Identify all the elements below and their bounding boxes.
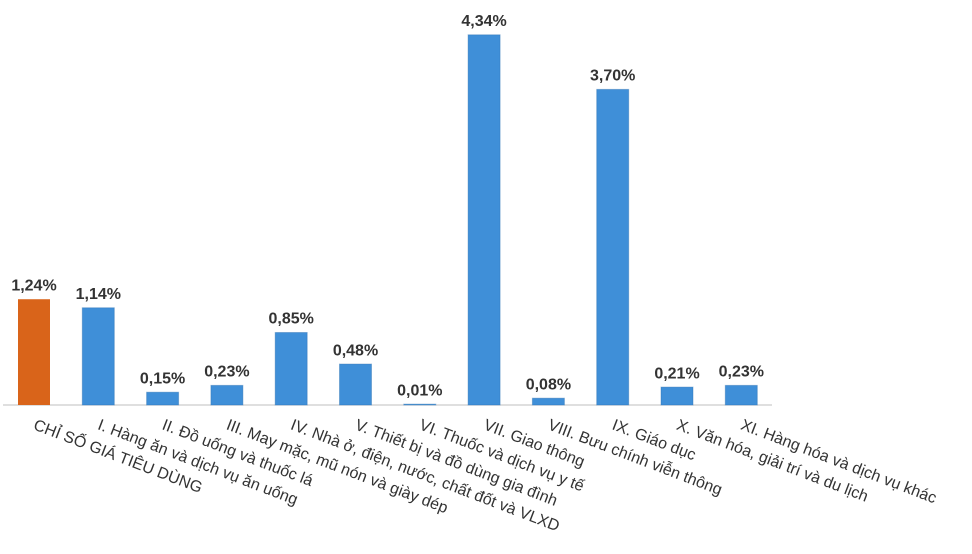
bar bbox=[596, 88, 630, 406]
value-label: 1,14% bbox=[76, 286, 121, 303]
value-label: 0,08% bbox=[526, 376, 571, 393]
bar bbox=[81, 307, 115, 406]
bar bbox=[531, 397, 565, 406]
value-label: 1,24% bbox=[11, 277, 56, 294]
bar bbox=[339, 363, 372, 406]
bar bbox=[724, 384, 758, 406]
value-label: 0,85% bbox=[269, 311, 314, 328]
bar bbox=[210, 384, 244, 406]
value-label: 0,48% bbox=[333, 342, 378, 359]
value-label: 0,23% bbox=[204, 364, 249, 381]
bar bbox=[146, 391, 180, 406]
bar bbox=[18, 299, 50, 405]
bar bbox=[467, 34, 501, 406]
bar bbox=[660, 386, 694, 406]
value-label: 3,70% bbox=[590, 68, 635, 85]
value-label: 4,34% bbox=[461, 13, 506, 30]
value-label: 0,23% bbox=[719, 364, 764, 381]
bar bbox=[403, 403, 437, 406]
value-label: 0,01% bbox=[397, 382, 442, 399]
value-label: 0,15% bbox=[140, 370, 185, 387]
bar bbox=[274, 331, 308, 406]
value-label: 0,21% bbox=[654, 365, 699, 382]
